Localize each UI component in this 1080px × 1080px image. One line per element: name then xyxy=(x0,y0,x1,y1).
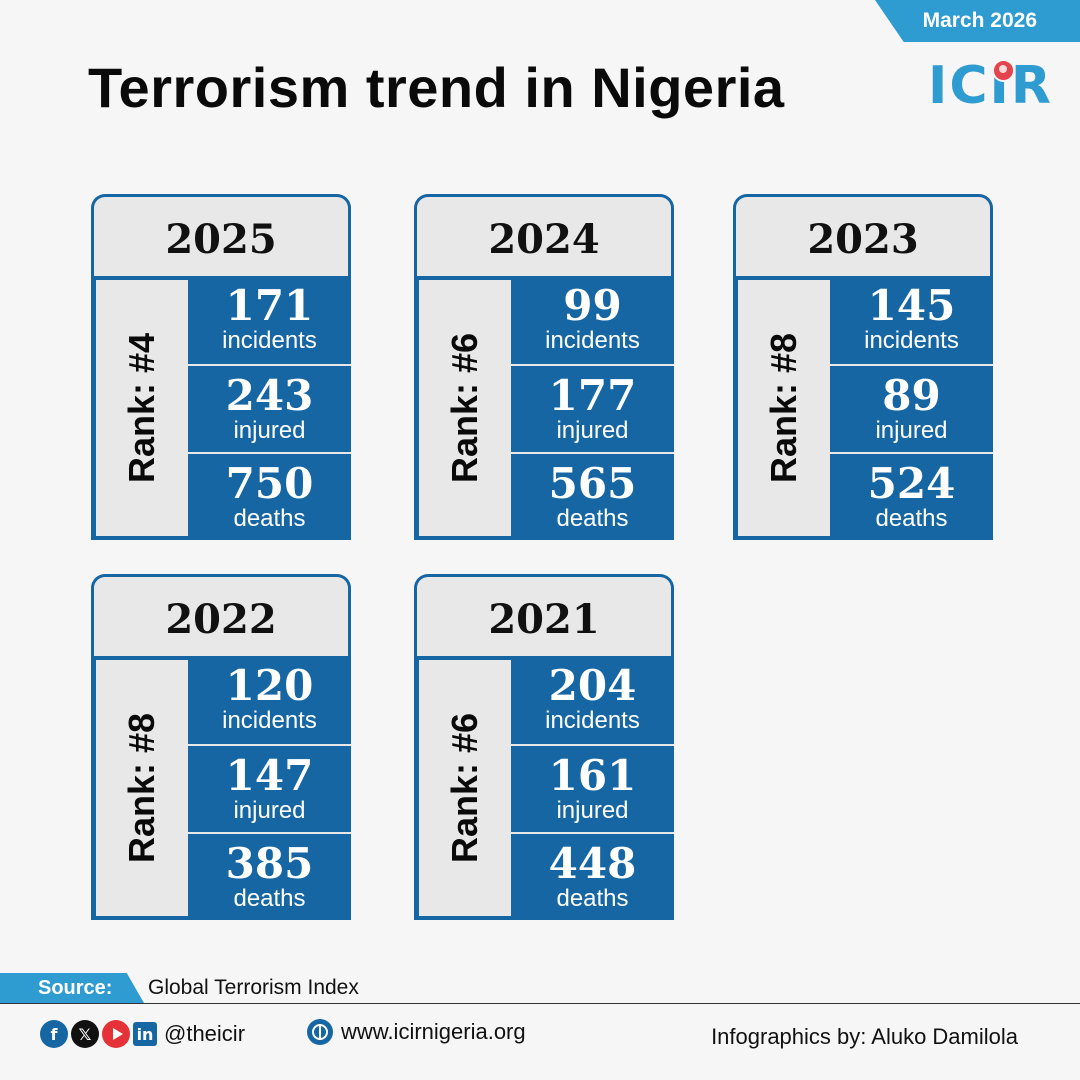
injured-label: injured xyxy=(233,417,306,444)
year-card-2025: 2025 Rank: #4 171 incidents 243 injured … xyxy=(91,194,351,540)
footer-divider xyxy=(0,1003,1080,1004)
source-tag: Source: xyxy=(0,973,144,1003)
incidents-value: 120 xyxy=(225,661,314,710)
injured-value: 147 xyxy=(225,751,314,800)
rank-label: Rank: #6 xyxy=(444,332,485,484)
injured-value: 177 xyxy=(548,371,637,420)
stat-injured: 89 injured xyxy=(830,364,993,452)
year-card-2021: 2021 Rank: #6 204 incidents 161 injured … xyxy=(414,574,674,920)
stat-incidents: 204 incidents xyxy=(511,656,674,744)
globe-icon xyxy=(307,1019,333,1045)
card-body: Rank: #4 171 incidents 243 injured 750 d… xyxy=(91,276,351,540)
injured-label: injured xyxy=(556,797,629,824)
stat-deaths: 565 deaths xyxy=(511,452,674,540)
stat-deaths: 385 deaths xyxy=(188,832,351,920)
stat-incidents: 171 incidents xyxy=(188,276,351,364)
deaths-label: deaths xyxy=(556,505,629,532)
card-year: 2021 xyxy=(488,596,600,643)
deaths-value: 448 xyxy=(548,839,637,888)
card-year: 2022 xyxy=(165,596,277,643)
rank-label: Rank: #6 xyxy=(444,712,485,864)
deaths-value: 750 xyxy=(225,459,314,508)
deaths-label: deaths xyxy=(875,505,948,532)
source-label: Source: xyxy=(38,977,113,999)
stat-incidents: 145 incidents xyxy=(830,276,993,364)
incidents-label: incidents xyxy=(864,327,959,354)
deaths-label: deaths xyxy=(556,885,629,912)
deaths-value: 385 xyxy=(225,839,314,888)
card-header: 2023 xyxy=(733,194,993,276)
stat-incidents: 120 incidents xyxy=(188,656,351,744)
deaths-value: 524 xyxy=(867,459,956,508)
stat-injured: 243 injured xyxy=(188,364,351,452)
injured-label: injured xyxy=(875,417,948,444)
rank-cell: Rank: #6 xyxy=(419,660,511,916)
injured-value: 161 xyxy=(548,751,637,800)
rank-label: Rank: #4 xyxy=(121,332,162,484)
page-title: Terrorism trend in Nigeria xyxy=(88,56,785,119)
year-card-2022: 2022 Rank: #8 120 incidents 147 injured … xyxy=(91,574,351,920)
stat-injured: 147 injured xyxy=(188,744,351,832)
x-icon[interactable]: 𝕏 xyxy=(71,1020,99,1048)
logo-globe-icon xyxy=(992,59,1015,82)
deaths-label: deaths xyxy=(233,885,306,912)
injured-label: injured xyxy=(556,417,629,444)
incidents-label: incidents xyxy=(222,327,317,354)
stat-incidents: 99 incidents xyxy=(511,276,674,364)
card-year: 2023 xyxy=(807,216,919,263)
incidents-value: 145 xyxy=(867,281,956,330)
social-handle[interactable]: @theicir xyxy=(164,1021,246,1046)
rank-label: Rank: #8 xyxy=(121,712,162,864)
incidents-label: incidents xyxy=(222,707,317,734)
date-label: March 2026 xyxy=(922,9,1037,32)
card-header: 2021 xyxy=(414,574,674,656)
icir-logo: ICIR xyxy=(928,56,1058,116)
card-year: 2025 xyxy=(165,216,277,263)
injured-value: 243 xyxy=(225,371,314,420)
stat-injured: 161 injured xyxy=(511,744,674,832)
injured-value: 89 xyxy=(882,371,941,420)
rank-cell: Rank: #8 xyxy=(738,280,830,536)
linkedin-icon[interactable]: in xyxy=(133,1022,157,1046)
stat-deaths: 750 deaths xyxy=(188,452,351,540)
incidents-label: incidents xyxy=(545,327,640,354)
incidents-value: 204 xyxy=(548,661,637,710)
social-links: f 𝕏 in @theicir xyxy=(40,1019,245,1049)
year-card-2024: 2024 Rank: #6 99 incidents 177 injured 5… xyxy=(414,194,674,540)
card-year: 2024 xyxy=(488,216,600,263)
website-link[interactable]: www.icirnigeria.org xyxy=(307,1019,526,1045)
card-header: 2025 xyxy=(91,194,351,276)
card-body: Rank: #8 145 incidents 89 injured 524 de… xyxy=(733,276,993,540)
source-text: Global Terrorism Index xyxy=(148,976,359,999)
injured-label: injured xyxy=(233,797,306,824)
stat-deaths: 524 deaths xyxy=(830,452,993,540)
rank-cell: Rank: #4 xyxy=(96,280,188,536)
deaths-value: 565 xyxy=(548,459,637,508)
facebook-icon[interactable]: f xyxy=(40,1020,68,1048)
card-header: 2022 xyxy=(91,574,351,656)
incidents-value: 171 xyxy=(225,281,314,330)
card-body: Rank: #8 120 incidents 147 injured 385 d… xyxy=(91,656,351,920)
incidents-value: 99 xyxy=(563,281,622,330)
youtube-icon[interactable] xyxy=(102,1020,130,1048)
card-header: 2024 xyxy=(414,194,674,276)
website-text[interactable]: www.icirnigeria.org xyxy=(341,1019,526,1044)
rank-label: Rank: #8 xyxy=(763,332,804,484)
stat-injured: 177 injured xyxy=(511,364,674,452)
rank-cell: Rank: #6 xyxy=(419,280,511,536)
card-body: Rank: #6 204 incidents 161 injured 448 d… xyxy=(414,656,674,920)
card-body: Rank: #6 99 incidents 177 injured 565 de… xyxy=(414,276,674,540)
incidents-label: incidents xyxy=(545,707,640,734)
date-tab: March 2026 xyxy=(875,0,1080,42)
stat-deaths: 448 deaths xyxy=(511,832,674,920)
logo-text: ICIR xyxy=(928,56,1053,116)
infographic-credit: Infographics by: Aluko Damilola xyxy=(711,1024,1018,1049)
year-card-2023: 2023 Rank: #8 145 incidents 89 injured 5… xyxy=(733,194,993,540)
rank-cell: Rank: #8 xyxy=(96,660,188,916)
deaths-label: deaths xyxy=(233,505,306,532)
